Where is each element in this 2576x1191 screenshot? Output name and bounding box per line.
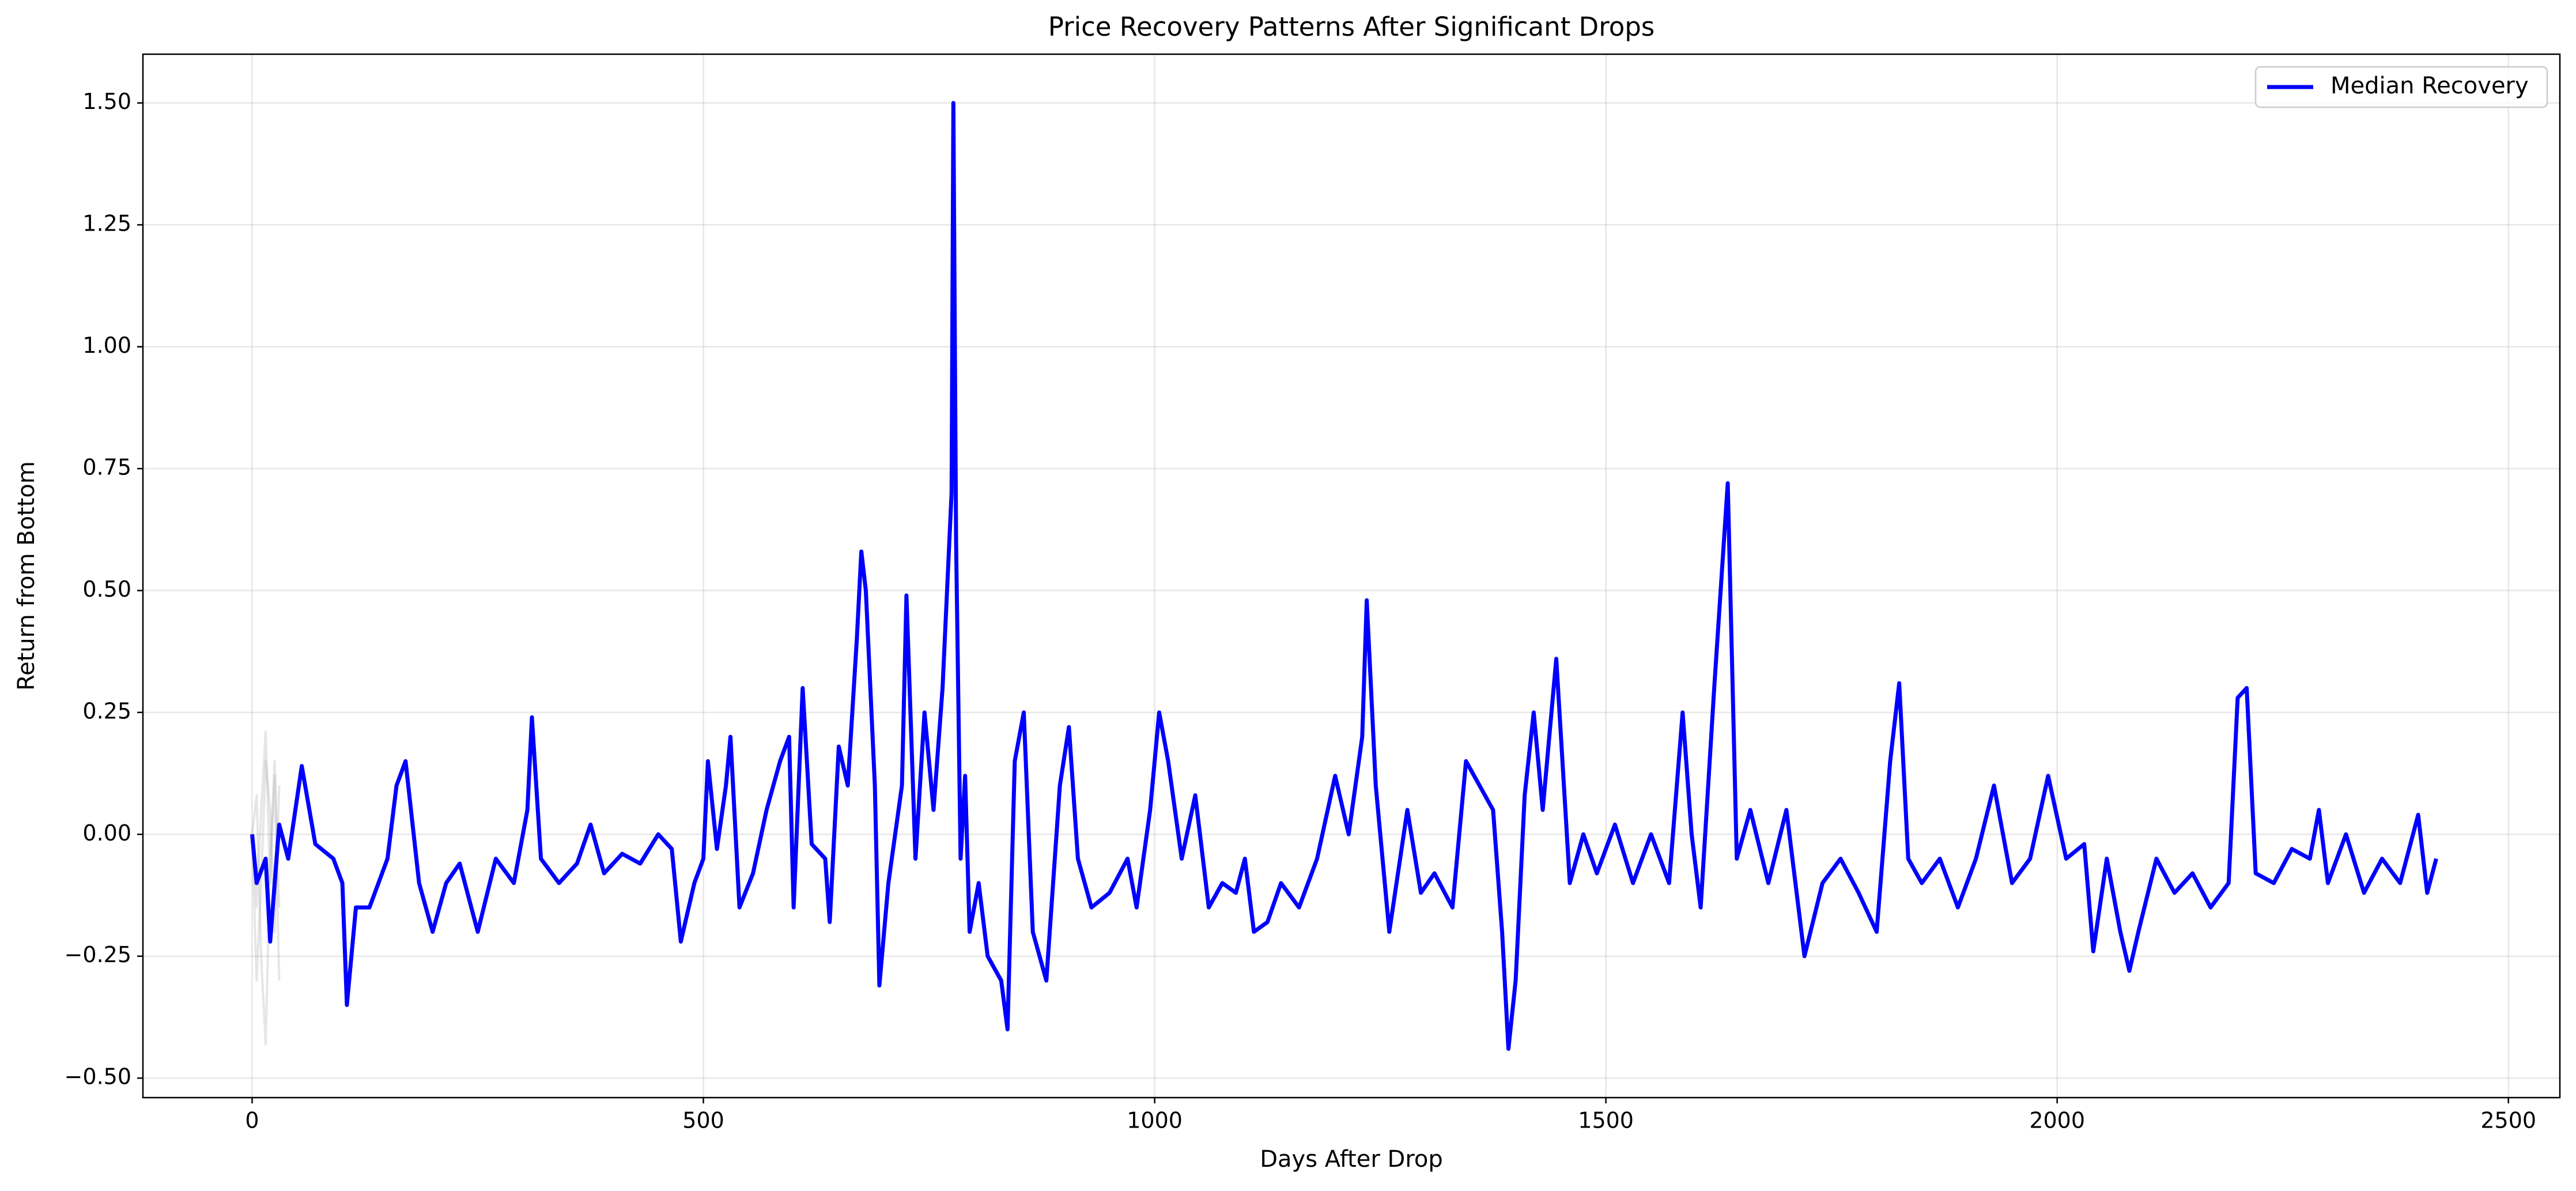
- x-axis-label: Days After Drop: [1260, 1146, 1443, 1173]
- x-tick-label: 1000: [1127, 1108, 1183, 1133]
- sample-line: [251, 730, 281, 981]
- x-tick-label: 500: [682, 1108, 724, 1133]
- x-tick-label: 0: [245, 1108, 259, 1133]
- y-tick-label: −0.50: [65, 1064, 131, 1090]
- plot-frame: [142, 53, 2561, 1099]
- y-tick-label: 0.00: [82, 820, 131, 846]
- x-tick-label: 2500: [2480, 1108, 2536, 1133]
- y-tick-label: 0.50: [82, 576, 131, 602]
- y-axis-label: Return from Bottom: [13, 461, 40, 691]
- y-tick-label: 1.25: [82, 211, 131, 236]
- y-tick-label: 0.75: [82, 454, 131, 480]
- sample-line: [251, 760, 281, 1045]
- chart-title: Price Recovery Patterns After Significan…: [1048, 12, 1655, 42]
- legend-box: [2254, 66, 2548, 108]
- y-tick-label: 0.25: [82, 698, 131, 723]
- x-tick-label: 1500: [1578, 1108, 1634, 1133]
- x-tick-label: 2000: [2029, 1108, 2085, 1133]
- legend-label: Median Recovery: [2331, 73, 2529, 99]
- median-line: [250, 101, 2438, 1051]
- y-tick-label: −0.25: [65, 942, 131, 967]
- y-tick-label: 1.50: [82, 89, 131, 114]
- sample-line: [251, 760, 281, 982]
- y-tick-label: 1.00: [82, 333, 131, 358]
